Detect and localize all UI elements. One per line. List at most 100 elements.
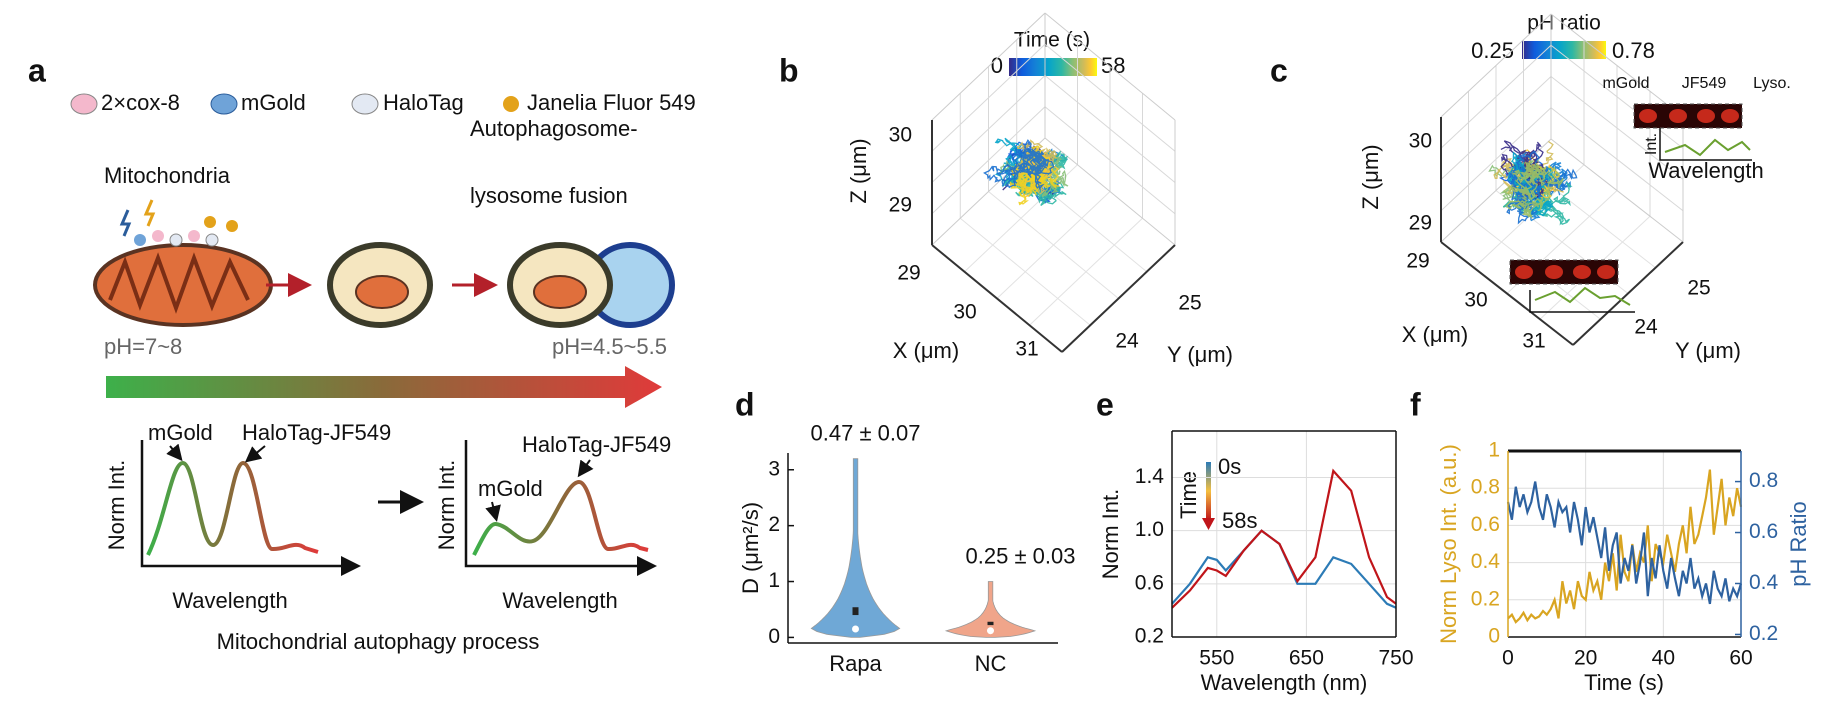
- mean-error: [852, 607, 859, 616]
- inset-spot: [1669, 109, 1687, 123]
- y-tick-label: 25: [1687, 277, 1710, 300]
- legend-text: 2×cox-8: [101, 90, 180, 115]
- inset-spot: [1721, 109, 1739, 123]
- legend-icon: [70, 93, 98, 115]
- y-tick-label: 0.2: [1135, 625, 1164, 648]
- pointer: [577, 459, 594, 478]
- caption: Mitochondrial autophagy process: [217, 629, 540, 654]
- y-tick-label: 1.4: [1135, 465, 1165, 488]
- z-tick-label: 30: [889, 124, 912, 147]
- legend-icon: [210, 93, 238, 115]
- x-tick-label: 29: [1406, 250, 1429, 273]
- panel-letter: c: [1270, 52, 1288, 88]
- y-tick-label: 0.6: [1135, 571, 1164, 594]
- inset-spot: [1545, 265, 1563, 279]
- x-tick-label: 650: [1289, 647, 1324, 670]
- y-tick-label: 0: [768, 625, 780, 648]
- legend-text: HaloTag: [383, 90, 464, 115]
- inset-label: Int.: [1643, 133, 1660, 155]
- peak-label: mGold: [478, 476, 543, 501]
- y2-tick-label: 0.6: [1749, 520, 1778, 543]
- y-tick-label: 1: [768, 569, 780, 592]
- y-tick-label: 0.4: [1471, 550, 1501, 573]
- axis-label: X (μm): [893, 338, 959, 363]
- spectrum-schematic: [472, 479, 649, 556]
- colorbar: [1522, 41, 1606, 59]
- inset-spot: [1639, 109, 1657, 123]
- box-edge: [1550, 44, 1684, 149]
- axis-label: Norm Int.: [104, 460, 129, 550]
- y-tick-label: 3: [768, 457, 780, 480]
- axis-label: Norm Int.: [1098, 489, 1123, 579]
- inset-label: JF549: [1682, 75, 1727, 92]
- panel-letter: f: [1410, 386, 1421, 422]
- box-edge: [931, 75, 1046, 183]
- box-edge: [1044, 43, 1176, 152]
- trajectory: [1503, 161, 1564, 219]
- inset-spot: [1597, 265, 1615, 279]
- y-tick-label: 24: [1115, 330, 1139, 353]
- panel-c: c pH ratio 0.25 0.78 30 29 Z (μm) 29 30 …: [1270, 12, 1791, 363]
- axis-label: pH Ratio: [1786, 501, 1811, 587]
- inset-spot: [1697, 109, 1715, 123]
- axis-label: Z (μm): [1358, 144, 1383, 209]
- series-line: [1507, 469, 1743, 624]
- inset-axis: [1529, 290, 1635, 313]
- probes: [119, 199, 238, 247]
- mean-error: [987, 621, 994, 626]
- box-edge: [1550, 138, 1684, 243]
- violin: [944, 581, 1037, 638]
- axis-label: D (μm²/s): [738, 502, 763, 594]
- box-edge: [1044, 137, 1176, 246]
- peak-label: HaloTag-JF549: [242, 420, 391, 445]
- legend-title: Time: [1176, 471, 1201, 519]
- axis: [140, 440, 361, 576]
- pointer: [485, 501, 501, 522]
- stage-label: Mitochondria: [104, 163, 231, 188]
- median: [987, 627, 994, 635]
- legend-icon: [351, 93, 379, 115]
- median: [852, 625, 859, 633]
- colorbar-tick: 0.25: [1471, 38, 1514, 63]
- y-tick-label: 0.2: [1471, 587, 1500, 610]
- legend-entry: 58s: [1222, 508, 1257, 533]
- pointer: [166, 443, 183, 462]
- box-edge: [1440, 76, 1552, 180]
- panel-a: a 2×cox-8 mGold HaloTag Janelia Fluor 54…: [28, 52, 696, 653]
- axis-label: Wavelength (nm): [1201, 670, 1368, 695]
- y-tick-label: 24: [1634, 316, 1658, 339]
- x-tick-label: 0: [1502, 647, 1514, 670]
- trajectory: [983, 139, 1055, 191]
- box-edge: [1440, 44, 1552, 149]
- legend-entry: 0s: [1218, 454, 1241, 479]
- colorbar-tick: 0: [991, 53, 1003, 78]
- x-tick-label: 30: [1464, 289, 1487, 312]
- y-tick-label: 25: [1178, 292, 1201, 315]
- value-label: 0.25 ± 0.03: [966, 543, 1076, 568]
- z-tick-label: 29: [889, 194, 912, 217]
- inset-label: Wavelength: [1648, 158, 1763, 183]
- z-tick-label: 29: [1409, 212, 1432, 235]
- x-tick-label: 30: [953, 301, 976, 324]
- x-tick-label: 40: [1652, 647, 1675, 670]
- colorbar-tick: 0.78: [1612, 38, 1655, 63]
- cristae: [108, 252, 250, 314]
- legend-icon: [503, 96, 519, 112]
- x-tick-label: 60: [1729, 647, 1752, 670]
- peak-label: HaloTag-JF549: [522, 432, 671, 457]
- panel-letter: d: [735, 386, 755, 422]
- x-tick-label: NC: [975, 651, 1007, 676]
- inset-spot: [1573, 265, 1591, 279]
- ph-arrow: [106, 366, 662, 408]
- y-tick-label: 0.8: [1471, 476, 1500, 499]
- y2-tick-label: 0.4: [1749, 571, 1779, 594]
- box-edge: [1061, 244, 1176, 353]
- panel-letter: e: [1096, 386, 1114, 422]
- inset-curve: [1664, 138, 1751, 157]
- colorbar: [1009, 58, 1097, 76]
- axis-label: Wavelength: [502, 588, 617, 613]
- colorbar-tick: 58: [1101, 53, 1125, 78]
- pointer: [244, 445, 266, 463]
- box-edge: [1550, 13, 1684, 118]
